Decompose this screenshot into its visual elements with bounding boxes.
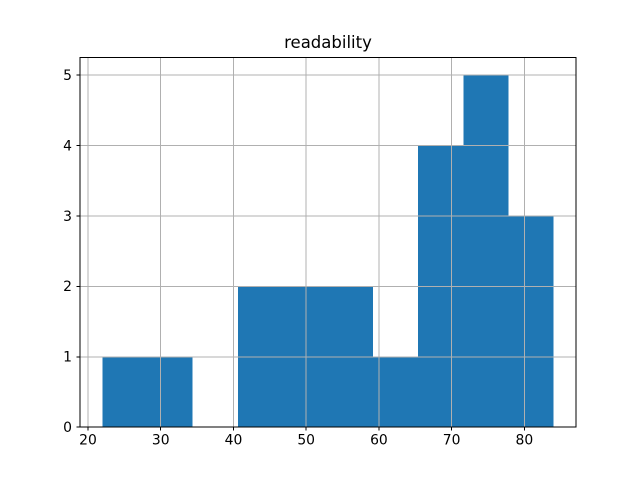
y-tick-label: 4 bbox=[63, 138, 72, 154]
x-tick-label: 20 bbox=[79, 433, 97, 449]
x-tick-label: 60 bbox=[370, 433, 388, 449]
x-tick-label: 50 bbox=[297, 433, 315, 449]
histogram-bar bbox=[463, 75, 509, 428]
x-tick-label: 40 bbox=[225, 433, 243, 449]
x-tick-label: 80 bbox=[516, 433, 534, 449]
histogram-bar bbox=[373, 356, 419, 428]
y-tick-label: 5 bbox=[63, 68, 72, 84]
axes-spines bbox=[79, 57, 577, 428]
y-tick-label: 2 bbox=[63, 279, 72, 295]
histogram-bar bbox=[102, 356, 148, 428]
bars-group bbox=[102, 75, 554, 428]
x-tick-label: 30 bbox=[152, 433, 170, 449]
y-tick-labels-group: 0 1 2 3 4 5 bbox=[63, 68, 72, 436]
x-tick-labels-group: 20 30 40 50 60 70 80 bbox=[79, 433, 533, 449]
chart-title: readability bbox=[284, 33, 372, 52]
y-tick-label: 3 bbox=[63, 209, 72, 225]
grid-group bbox=[80, 57, 576, 428]
plot-border bbox=[79, 57, 577, 428]
x-tick-label: 70 bbox=[443, 433, 461, 449]
y-tick-label: 1 bbox=[63, 350, 72, 366]
histogram-bar bbox=[508, 216, 554, 428]
histogram-bar bbox=[147, 356, 193, 428]
y-tick-label: 0 bbox=[63, 420, 72, 436]
tick-marks-group bbox=[76, 74, 525, 431]
